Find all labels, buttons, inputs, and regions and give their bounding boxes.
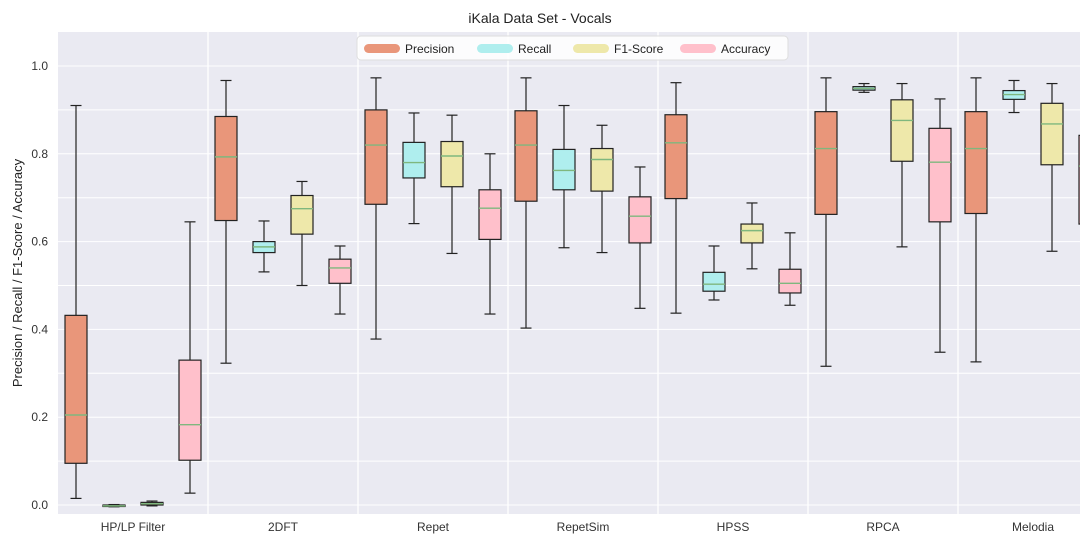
box-body xyxy=(64,314,88,464)
plot-area xyxy=(58,32,1080,514)
y-tick-label: 1.0 xyxy=(31,59,48,73)
box-f1-score xyxy=(1040,82,1064,252)
box-body xyxy=(664,114,688,200)
box-body xyxy=(478,189,502,241)
box-body xyxy=(514,110,538,202)
x-tick-label: RPCA xyxy=(866,520,899,534)
legend-item: Accuracy xyxy=(680,42,770,56)
box-body xyxy=(178,359,202,461)
x-tick-label: 2DFT xyxy=(268,520,299,534)
box-precision xyxy=(514,77,538,329)
box-body xyxy=(290,194,314,235)
y-tick-label: 0.4 xyxy=(31,322,48,336)
box-f1-score xyxy=(740,202,764,270)
box-accuracy xyxy=(928,98,952,353)
box-body xyxy=(890,99,914,162)
box-precision xyxy=(64,104,88,500)
box-f1-score xyxy=(290,180,314,287)
y-tick-label: 0.2 xyxy=(31,410,48,424)
box-body xyxy=(552,148,576,191)
box-precision xyxy=(814,77,838,367)
legend-item: F1-Score xyxy=(573,42,664,56)
box-body xyxy=(214,115,238,222)
legend-item: Precision xyxy=(364,42,454,56)
box-precision xyxy=(964,77,988,363)
box-body xyxy=(740,223,764,244)
box-recall xyxy=(552,104,576,249)
box-body xyxy=(814,111,838,215)
box-body xyxy=(402,141,426,179)
box-body xyxy=(702,271,726,292)
y-tick-label: 0.6 xyxy=(31,235,48,249)
box-body xyxy=(1040,102,1064,166)
box-accuracy xyxy=(478,153,502,315)
legend-item: Recall xyxy=(477,42,551,56)
box-accuracy xyxy=(628,166,652,309)
box-recall xyxy=(702,245,726,301)
box-body xyxy=(778,268,802,294)
x-tick-label: RepetSim xyxy=(557,520,610,534)
x-tick-label: HPSS xyxy=(717,520,750,534)
boxes xyxy=(64,77,1080,508)
x-tick-label: HP/LP Filter xyxy=(101,520,165,534)
x-ticks: HP/LP Filter 2DFT Repet RepetSim HPSS RPCA Mel… xyxy=(101,520,1055,534)
legend-swatch xyxy=(364,44,400,53)
box-recall xyxy=(102,503,126,508)
legend-label: F1-Score xyxy=(614,42,664,56)
box-recall xyxy=(1002,79,1026,114)
box-body xyxy=(590,147,614,192)
legend-swatch xyxy=(573,44,609,53)
box-f1-score xyxy=(440,114,464,255)
y-axis-label: Precision / Recall / F1-Score / Accuracy xyxy=(10,158,25,387)
legend-swatch xyxy=(477,44,513,53)
box-body xyxy=(964,111,988,215)
box-accuracy xyxy=(178,221,202,494)
legend-swatch xyxy=(680,44,716,53)
legend-label: Accuracy xyxy=(721,42,770,56)
box-recall xyxy=(252,220,276,273)
x-tick-label: Repet xyxy=(417,520,450,534)
box-f1-score xyxy=(890,82,914,248)
box-accuracy xyxy=(328,245,352,315)
box-precision xyxy=(364,77,388,340)
box-precision xyxy=(664,82,688,314)
box-body xyxy=(440,140,464,188)
box-precision xyxy=(214,79,238,364)
legend-box xyxy=(356,35,789,61)
y-tick-label: 0.8 xyxy=(31,147,48,161)
box-body xyxy=(328,258,352,284)
legend-label: Precision xyxy=(405,42,454,56)
legend: Precision Recall F1-Score Accuracy xyxy=(356,35,789,61)
box-f1-score xyxy=(590,124,614,254)
legend-label: Recall xyxy=(518,42,551,56)
box-recall xyxy=(402,112,426,225)
box-body xyxy=(628,196,652,244)
y-tick-label: 0.0 xyxy=(31,498,48,512)
chart-title: iKala Data Set - Vocals xyxy=(468,10,611,26)
box-f1-score xyxy=(140,500,164,507)
x-tick-label: Melodia xyxy=(1012,520,1054,534)
box-recall xyxy=(852,82,876,93)
box-accuracy xyxy=(778,232,802,306)
box-body xyxy=(928,127,952,223)
box-body xyxy=(364,109,388,205)
y-ticks: 0.0 0.2 0.4 0.6 0.8 1.0 xyxy=(31,59,48,512)
